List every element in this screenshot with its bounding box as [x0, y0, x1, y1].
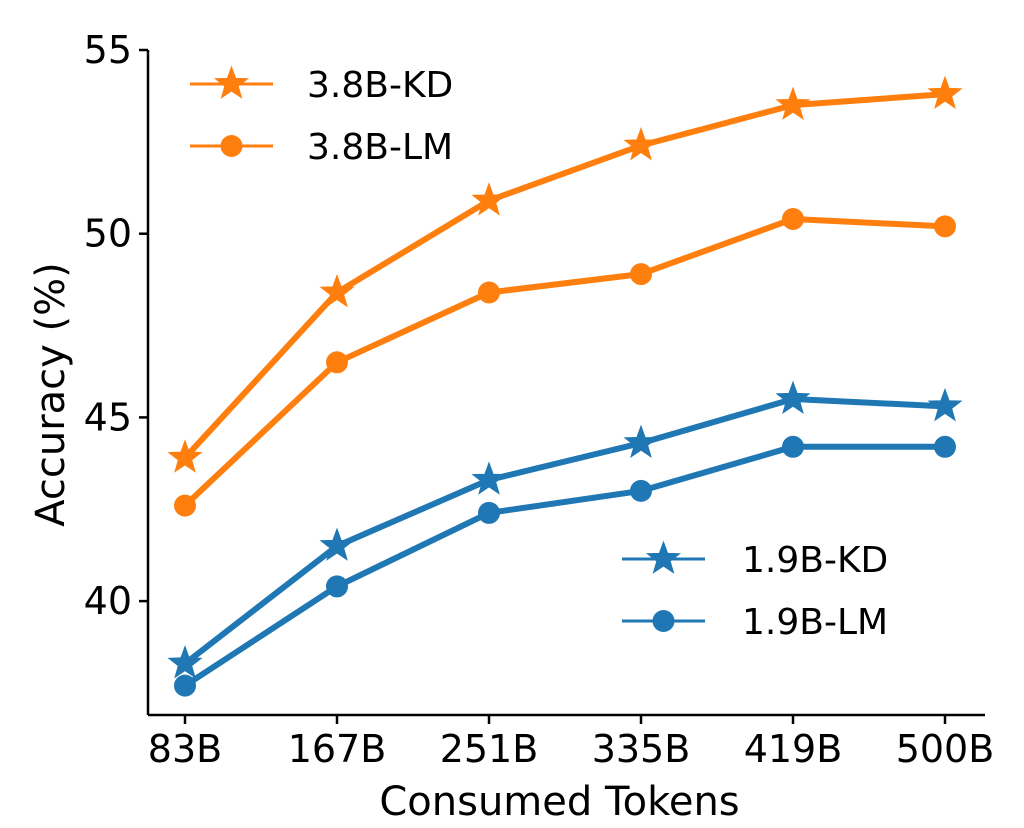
data-point [623, 127, 659, 161]
series-3-8b-lm [174, 208, 956, 517]
legend-marker [220, 135, 243, 157]
y-ticks: 40 45 50 55 [84, 28, 148, 623]
x-tick-label: 251B [440, 727, 539, 771]
legend-upper-left: 3.8B-KD 3.8B-LM [190, 65, 453, 168]
data-point [471, 461, 507, 495]
x-tick-label: 500B [896, 727, 995, 771]
data-point [326, 575, 348, 598]
y-tick-label: 40 [84, 579, 132, 623]
legend-marker [652, 610, 675, 632]
data-point [174, 494, 196, 517]
x-tick-label: 335B [592, 727, 691, 771]
legend-entry-1-9b-kd: 1.9B-KD [622, 540, 888, 581]
legend-label: 3.8B-KD [307, 65, 453, 106]
data-point [630, 479, 652, 502]
series-1-9b-lm [174, 435, 956, 697]
x-ticks: 83B 167B 251B 335B 419B 500B [148, 715, 995, 771]
x-tick-label: 419B [744, 727, 843, 771]
data-point [471, 182, 507, 216]
series-1-9b-kd [167, 380, 963, 679]
y-tick-label: 55 [84, 28, 132, 72]
legend-entry-1-9b-lm: 1.9B-LM [622, 602, 888, 643]
data-point [319, 274, 355, 308]
x-tick-label: 83B [148, 727, 222, 771]
data-point [174, 674, 196, 697]
legend-label: 1.9B-KD [742, 540, 888, 581]
series-line [182, 443, 948, 689]
y-tick-label: 45 [84, 395, 132, 439]
data-point [927, 387, 963, 422]
data-point [630, 263, 652, 286]
legend-entry-3-8b-lm: 3.8B-LM [190, 127, 453, 168]
axes [146, 50, 985, 717]
legend-label: 1.9B-LM [742, 602, 888, 643]
legend-lower-right: 1.9B-KD 1.9B-LM [622, 540, 888, 643]
data-point [478, 501, 500, 524]
series-line [182, 396, 948, 667]
series-line [182, 91, 948, 461]
series-3-8b-kd [167, 75, 963, 473]
data-point [326, 351, 348, 374]
data-point [775, 86, 811, 121]
data-point [775, 380, 811, 414]
data-point [782, 435, 804, 458]
data-point [167, 439, 203, 473]
data-point [927, 75, 963, 110]
x-tick-label: 167B [288, 727, 387, 771]
legend-entry-3-8b-kd: 3.8B-KD [190, 65, 453, 106]
data-point [623, 424, 659, 459]
data-point [478, 281, 500, 304]
legend-layer: 3.8B-KD 3.8B-LM 1.9B-KD 1.9B-LM [190, 65, 888, 643]
data-point [934, 435, 956, 458]
data-point [167, 645, 203, 679]
y-tick-label: 50 [84, 212, 132, 256]
y-axis-title: Accuracy (%) [28, 262, 74, 527]
data-point [934, 215, 956, 238]
series-layer [167, 75, 963, 697]
legend-label: 3.8B-LM [307, 127, 453, 168]
x-axis-title: Consumed Tokens [379, 779, 739, 825]
legend-marker [645, 540, 682, 574]
series-line [182, 216, 948, 509]
data-point [319, 527, 355, 561]
legend-marker [213, 65, 250, 99]
data-point [782, 208, 804, 231]
